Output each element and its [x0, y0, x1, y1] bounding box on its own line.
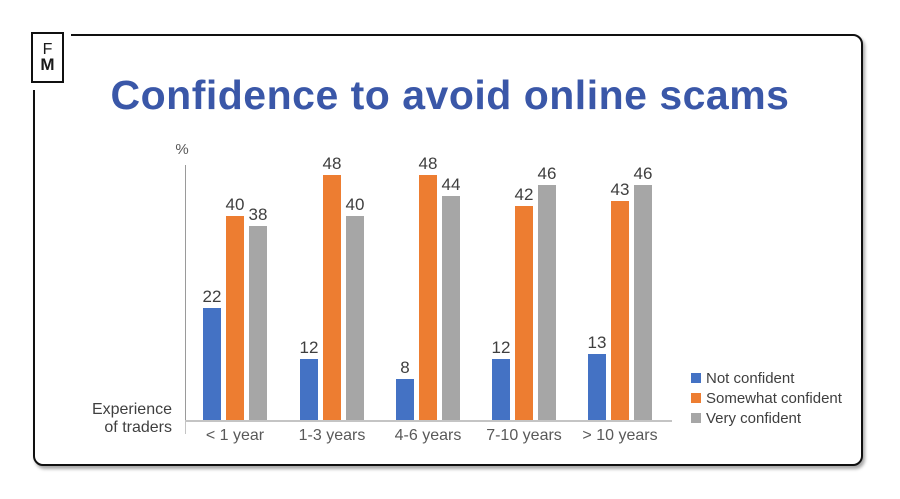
bar-not-confident: [588, 354, 606, 420]
bar-value-label: 8: [400, 358, 410, 377]
bar-very-confident: [442, 196, 460, 420]
bar-not-confident: [203, 308, 221, 420]
bar-somewhat-confident: [611, 201, 629, 420]
bar-somewhat-confident: [515, 206, 533, 420]
bar-value-label: 12: [299, 338, 319, 357]
legend-swatch-very-confident: [691, 413, 701, 423]
legend: Not confident Somewhat confident Very co…: [691, 368, 842, 428]
legend-item-not-confident: Not confident: [691, 368, 842, 388]
legend-label-very-confident: Very confident: [706, 409, 802, 427]
y-axis-line: [185, 165, 186, 420]
bar-not-confident: [492, 359, 510, 420]
bar-value-label: 46: [633, 164, 653, 183]
category-label: 4-6 years: [394, 427, 462, 444]
fm-logo-letter-m: M: [40, 55, 55, 74]
x-axis-title: Experience of traders: [60, 401, 172, 437]
bar-value-label: 13: [587, 333, 607, 352]
category-label: > 10 years: [582, 427, 658, 444]
bar-somewhat-confident: [323, 175, 341, 420]
x-axis-origin-tick: [185, 420, 186, 434]
legend-item-very-confident: Very confident: [691, 408, 842, 428]
fm-logo: F M: [31, 32, 64, 83]
legend-item-somewhat-confident: Somewhat confident: [691, 388, 842, 408]
bar-very-confident: [346, 216, 364, 420]
bar-value-label: 40: [345, 195, 365, 214]
bar-not-confident: [300, 359, 318, 420]
bar-value-label: 12: [491, 338, 511, 357]
bar-value-label: 48: [418, 154, 438, 173]
bar-value-label: 22: [202, 287, 222, 306]
bar-somewhat-confident: [419, 175, 437, 420]
x-axis-line: [185, 420, 672, 422]
bar-very-confident: [634, 185, 652, 420]
bar-somewhat-confident: [226, 216, 244, 420]
category-label: 1-3 years: [298, 427, 366, 444]
bar-very-confident: [249, 226, 267, 420]
x-axis-title-line1: Experience: [91, 401, 172, 418]
y-axis-unit-label: %: [175, 141, 189, 158]
category-label: 7-10 years: [486, 427, 562, 444]
bar-value-label: 40: [225, 195, 245, 214]
category-label: < 1 year: [205, 427, 265, 444]
chart-title: Confidence to avoid online scams: [110, 72, 790, 118]
bar-not-confident: [396, 379, 414, 420]
bar-value-label: 44: [441, 175, 461, 194]
legend-label-somewhat-confident: Somewhat confident: [706, 389, 842, 407]
legend-swatch-somewhat-confident: [691, 393, 701, 403]
x-axis-title-line2: of traders: [104, 419, 172, 436]
fm-logo-letter-f: F: [42, 41, 53, 58]
legend-label-not-confident: Not confident: [706, 369, 795, 387]
bar-value-label: 48: [322, 154, 342, 173]
legend-swatch-not-confident: [691, 373, 701, 383]
bar-value-label: 43: [610, 180, 630, 199]
bar-value-label: 38: [248, 205, 268, 224]
bar-value-label: 42: [514, 185, 534, 204]
bar-value-label: 46: [537, 164, 557, 183]
bar-very-confident: [538, 185, 556, 420]
